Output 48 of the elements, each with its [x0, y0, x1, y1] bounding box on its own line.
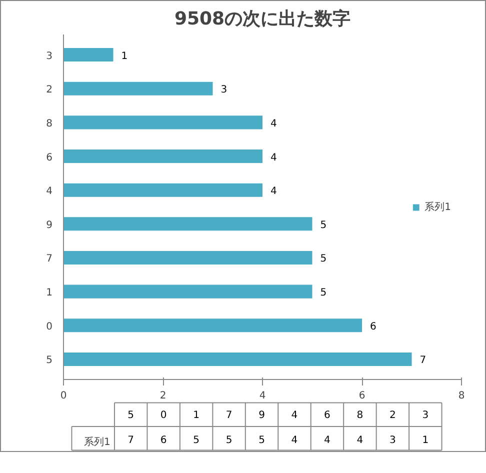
- data-label: 4: [270, 186, 277, 198]
- category-label: 7: [128, 435, 134, 446]
- x-tick-label: 8: [458, 390, 465, 402]
- x-tick-label: 0: [60, 390, 67, 402]
- data-label: 3: [220, 84, 228, 96]
- x-tick-label: 2: [160, 390, 166, 402]
- y-tick-label: 7: [46, 254, 53, 265]
- category-label: 6: [324, 410, 330, 421]
- category-label: 4: [324, 435, 330, 446]
- data-label: 5: [320, 288, 327, 299]
- x-tick-label: 4: [259, 390, 266, 402]
- category-label: 4: [291, 435, 298, 446]
- data-label: 4: [270, 152, 277, 164]
- x-tick-label: 6: [358, 390, 366, 402]
- data-label: 5: [320, 254, 327, 265]
- legend-label: 系列1: [424, 200, 451, 214]
- category-label: 4: [291, 410, 298, 421]
- category-label: 9: [258, 410, 265, 421]
- y-tick-label: 1: [46, 288, 53, 299]
- data-label: 6: [370, 321, 376, 332]
- category-label: 5: [258, 435, 265, 446]
- y-tick-label: 3: [46, 50, 53, 62]
- y-tick-label: 0: [46, 321, 53, 332]
- data-label: 4: [270, 118, 277, 130]
- category-label: 5: [226, 435, 232, 446]
- category-label: 2: [389, 410, 396, 421]
- category-label: 7: [226, 410, 232, 421]
- category-label: 6: [160, 435, 167, 446]
- category-label: 4: [356, 435, 364, 446]
- chart-title: 9508の次に出た数字: [174, 8, 351, 30]
- text: 系列1: [84, 437, 110, 448]
- category-label: 1: [193, 410, 200, 421]
- category-label: 5: [128, 410, 134, 421]
- category-label: 3: [389, 435, 396, 446]
- category-label: 0: [160, 410, 167, 421]
- y-tick-label: 4: [46, 186, 53, 198]
- y-tick-label: 8: [46, 118, 53, 130]
- data-label: 7: [420, 355, 426, 366]
- category-label: 1: [422, 435, 429, 446]
- category-label: 5: [193, 435, 200, 446]
- data-label: 1: [121, 50, 128, 62]
- y-tick-label: 2: [46, 84, 53, 96]
- y-tick-label: 6: [46, 152, 53, 164]
- y-tick-label: 9: [46, 220, 53, 231]
- y-tick-label: 5: [46, 355, 53, 366]
- category-label: 8: [356, 410, 364, 421]
- data-label: 5: [320, 220, 327, 231]
- category-label: 3: [422, 410, 429, 421]
